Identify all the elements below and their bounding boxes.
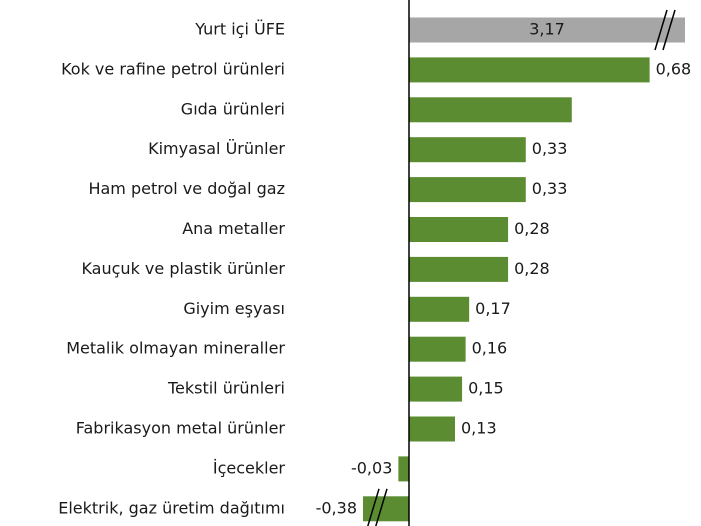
category-label: Gıda ürünleri — [181, 99, 285, 118]
value-label: 0,13 — [461, 419, 497, 438]
bar — [409, 256, 509, 282]
value-label: 3,17 — [529, 20, 565, 39]
category-label: Fabrikasyon metal ürünler — [76, 419, 286, 438]
bar — [409, 336, 466, 362]
value-label: 0,28 — [514, 259, 550, 278]
bar — [409, 17, 685, 43]
category-label: Ham petrol ve doğal gaz — [88, 179, 285, 198]
bar — [409, 57, 650, 83]
category-label: Ana metaller — [182, 219, 285, 238]
bar — [409, 177, 526, 203]
category-label: Yurt içi ÜFE — [194, 20, 285, 39]
axis-break — [367, 488, 380, 526]
value-label: 0,68 — [656, 59, 692, 78]
value-label: 0,33 — [532, 179, 568, 198]
axis-break — [662, 9, 676, 51]
value-label: 0,28 — [514, 219, 550, 238]
category-label: Metalik olmayan mineraller — [66, 339, 285, 358]
axis-break — [654, 9, 668, 51]
category-label: Tekstil ürünleri — [167, 379, 285, 398]
value-label: 0,15 — [468, 379, 504, 398]
bar — [409, 296, 470, 322]
bar — [409, 137, 526, 163]
bar — [409, 97, 572, 123]
category-label: Elektrik, gaz üretim dağıtımı — [58, 498, 285, 517]
bar — [398, 456, 409, 482]
value-label: 0,33 — [532, 139, 568, 158]
value-label: -0,38 — [316, 498, 357, 517]
category-label: Kimyasal Ürünler — [148, 139, 285, 158]
bar — [409, 416, 455, 442]
category-label: Giyim eşyası — [183, 299, 285, 318]
value-label: 0,17 — [475, 299, 511, 318]
bar — [409, 376, 463, 402]
category-label: Kauçuk ve plastik ürünler — [81, 259, 285, 278]
value-label: 0,16 — [472, 339, 508, 358]
category-label: Kok ve rafine petrol ürünleri — [61, 59, 285, 78]
bar — [409, 217, 509, 242]
category-label: İçecekler — [213, 458, 286, 477]
axis-break — [375, 488, 388, 526]
value-label: -0,03 — [351, 458, 392, 477]
